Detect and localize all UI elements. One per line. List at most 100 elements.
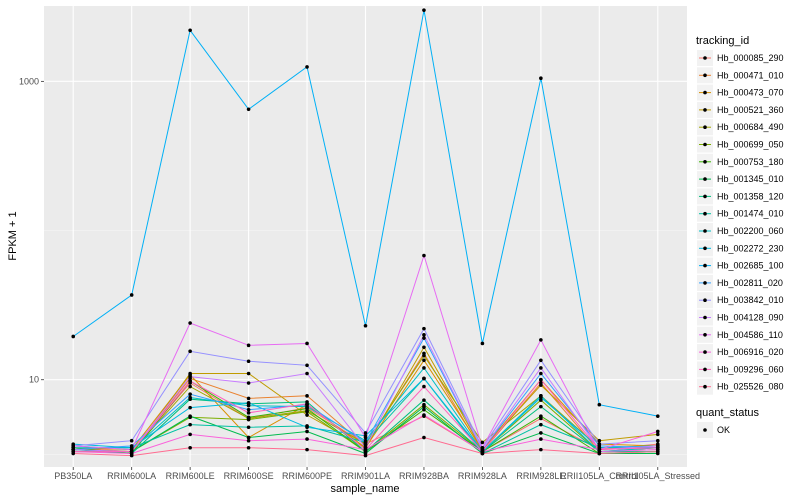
point-legend-key — [697, 422, 713, 438]
legend-label: Hb_002200_060 — [717, 226, 784, 236]
legend-label: Hb_003842_010 — [717, 295, 784, 305]
legend-label: Hb_009296_060 — [717, 364, 784, 374]
data-point — [188, 384, 192, 389]
legend-key-point — [703, 298, 707, 303]
data-point — [246, 445, 251, 450]
x-tick-label: RRII105LA_Stressed — [615, 471, 700, 481]
data-point — [246, 359, 251, 364]
data-point — [539, 431, 543, 435]
legend-label: Hb_001358_120 — [717, 191, 784, 201]
data-point — [188, 414, 192, 418]
data-point — [539, 395, 543, 400]
legend-key-point — [703, 73, 707, 78]
legend-key-point — [703, 333, 707, 337]
data-point — [655, 432, 660, 437]
legend-label: Hb_002811_020 — [717, 278, 783, 288]
data-point — [422, 435, 426, 440]
data-point — [422, 345, 426, 350]
data-point — [246, 425, 251, 430]
x-tick-label: RRIM600LE — [166, 471, 215, 481]
legend-key-point — [703, 229, 707, 233]
data-point — [305, 429, 309, 434]
data-point — [422, 333, 426, 337]
data-point — [246, 107, 251, 112]
data-point — [188, 432, 192, 437]
data-point — [363, 323, 368, 328]
x-tick-label: RRIM928BA — [399, 471, 449, 481]
data-point — [480, 440, 485, 445]
data-point — [129, 293, 134, 297]
data-point — [597, 451, 602, 456]
data-point — [422, 353, 426, 358]
legend-label: Hb_002685_100 — [717, 261, 784, 271]
data-point — [597, 447, 602, 452]
legend-item: Hb_000753_180 — [697, 153, 784, 170]
legend-key-point — [703, 177, 707, 181]
legend-key-point — [703, 56, 707, 60]
legend-item: Hb_002685_100 — [697, 257, 784, 274]
legend-key-point — [703, 315, 707, 320]
legend-item: Hb_001474_010 — [697, 205, 784, 222]
legend-label: Hb_002272_230 — [717, 243, 784, 253]
legend-key-point — [703, 142, 707, 147]
point-legend-marker — [703, 428, 707, 432]
data-point — [188, 392, 192, 396]
legend-item: Hb_000521_360 — [697, 101, 784, 118]
legend-key-point — [703, 160, 707, 164]
x-tick-label: RRIM600SE — [224, 471, 274, 481]
legend-label: Hb_000684_490 — [717, 122, 784, 132]
data-point — [188, 422, 192, 427]
legend-key-point — [703, 211, 707, 216]
data-point — [246, 396, 251, 401]
legend-item: Hb_006916_020 — [697, 344, 784, 361]
data-point — [71, 444, 76, 448]
legend-label: Hb_001345_010 — [717, 174, 784, 184]
data-point — [246, 401, 251, 405]
legend-items: Hb_000085_290 Hb_000471_010 Hb_000473_070 H… — [697, 50, 784, 395]
data-point — [539, 366, 543, 370]
data-point — [188, 445, 192, 450]
data-point — [305, 425, 309, 430]
data-point — [655, 438, 660, 443]
legend-label: Hb_000471_010 — [717, 70, 784, 80]
data-point — [539, 447, 543, 452]
data-point — [129, 449, 134, 454]
data-point — [246, 411, 251, 415]
data-point — [305, 65, 309, 69]
grid-lines — [44, 6, 687, 467]
data-point — [422, 376, 426, 381]
data-point — [246, 438, 251, 443]
data-point — [246, 371, 251, 376]
data-point — [305, 447, 309, 452]
legend-label: Hb_004586_110 — [717, 330, 783, 340]
legend-key-point — [703, 246, 707, 251]
data-point — [246, 403, 251, 408]
legend-key-point — [703, 263, 707, 268]
data-point — [480, 445, 485, 450]
legend-key-point — [703, 367, 707, 372]
legend-key-point — [703, 108, 707, 112]
data-point — [539, 371, 543, 376]
data-point — [363, 447, 368, 452]
legend-item: Hb_003842_010 — [697, 292, 784, 309]
legend-item: Hb_002272_230 — [697, 240, 784, 257]
y-tick-label: 10 — [29, 375, 39, 385]
data-point — [246, 435, 251, 440]
legend-key-point — [703, 90, 707, 95]
legend-item: Hb_009296_060 — [697, 361, 784, 378]
x-tick-label: RRIM901LA — [341, 471, 390, 481]
x-axis-title: sample_name — [330, 483, 399, 495]
legend-label: Hb_001474_010 — [717, 209, 784, 219]
legend-item: Hb_001345_010 — [697, 171, 784, 188]
data-point — [188, 371, 192, 376]
data-point — [480, 341, 485, 346]
legend-label: Hb_000521_360 — [717, 105, 784, 115]
data-point — [246, 407, 251, 412]
legend-item: Hb_000684_490 — [697, 119, 784, 136]
x-tick-label: RRIM928LA — [458, 471, 507, 481]
legend-key-point — [703, 125, 707, 129]
data-point — [305, 409, 309, 414]
data-point — [539, 437, 543, 441]
data-point — [363, 453, 368, 458]
legend-key-point — [703, 194, 707, 199]
